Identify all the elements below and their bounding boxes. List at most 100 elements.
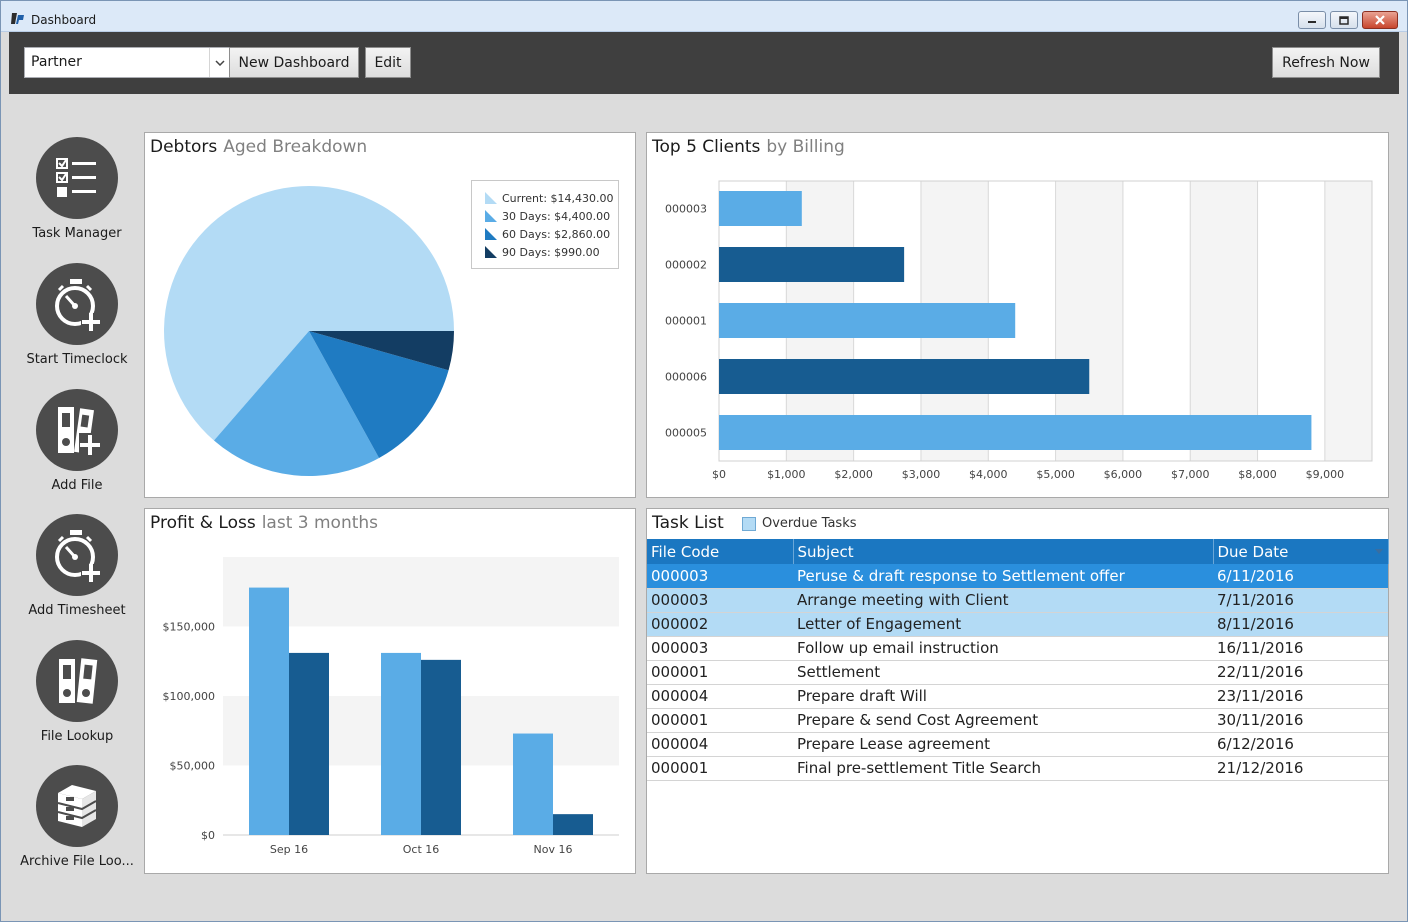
task-due-date: 6/12/2016 <box>1213 732 1388 757</box>
task-subject: Peruse & draft response to Settlement of… <box>793 564 1213 589</box>
pie-slice <box>309 331 454 371</box>
task-due-date: 23/11/2016 <box>1213 684 1388 709</box>
x-tick-label: Sep 16 <box>270 843 308 856</box>
client-bar <box>719 415 1312 450</box>
debtors-subtitle: Aged Breakdown <box>223 137 368 157</box>
pie-slice <box>163 185 454 441</box>
clients-subtitle: by Billing <box>766 137 845 157</box>
pnl-bar <box>513 733 553 835</box>
task-row[interactable]: 000001 Settlement 22/11/2016 <box>647 660 1388 685</box>
task-row[interactable]: 000003 Follow up email instruction 16/11/2… <box>647 636 1388 661</box>
binder-add-icon <box>36 389 118 471</box>
overdue-swatch <box>742 516 756 531</box>
legend-swatch <box>485 192 497 204</box>
pnl-bar <box>249 587 289 835</box>
y-tick-label: $150,000 <box>163 621 216 634</box>
task-list-icon <box>36 137 118 219</box>
x-tick-label: $5,000 <box>1036 468 1075 481</box>
x-tick-label: $4,000 <box>969 468 1008 481</box>
task-table-header: File Code Subject Due Date <box>647 539 1389 564</box>
client-bar <box>719 191 802 226</box>
refresh-now-button[interactable]: Refresh Now <box>1272 47 1380 78</box>
client-bar <box>719 303 1016 338</box>
top-clients-bar-chart: $0 $1,000 $2,000 $3,000 $4,000 $5,000 $6,000 $7… <box>665 180 1373 481</box>
pnl-title: Profit & Loss <box>150 513 256 533</box>
minimize-icon <box>1308 21 1316 23</box>
panel-title: Profit & Loss last 3 months <box>150 513 378 533</box>
y-tick-label: $100,000 <box>163 690 216 703</box>
task-row[interactable]: 000001 Prepare & send Cost Agreement 30/11… <box>647 708 1388 733</box>
minimize-button[interactable] <box>1298 11 1326 29</box>
sidebar-item-add-file[interactable]: Add File <box>9 389 145 493</box>
sidebar-item-file-lookup[interactable]: File Lookup <box>9 640 145 744</box>
stopwatch-add-icon <box>36 514 118 596</box>
clients-title: Top 5 Clients <box>652 137 761 157</box>
x-tick-label: Nov 16 <box>534 843 573 856</box>
y-tick-label: 000003 <box>665 203 707 216</box>
pie-slice <box>213 331 380 476</box>
sidebar-item-label: Start Timeclock <box>26 352 128 367</box>
pnl-bar <box>421 659 461 835</box>
column-header-due-date[interactable]: Due Date <box>1213 539 1389 564</box>
y-tick-label: 000001 <box>665 315 707 328</box>
debtors-pie-chart <box>163 185 454 476</box>
maximize-button[interactable] <box>1330 11 1358 29</box>
y-tick-label: $50,000 <box>170 760 216 773</box>
debtors-title: Debtors <box>150 137 218 157</box>
panel-title: Top 5 Clients by Billing <box>652 137 845 157</box>
sidebar-item-start-timeclock[interactable]: Start Timeclock <box>9 263 145 367</box>
debtors-legend: Current: $14,430.00 30 Days: $4,400.00 6… <box>471 180 619 269</box>
task-row[interactable]: 000004 Prepare draft Will 23/11/2016 <box>647 684 1388 709</box>
task-file-code: 000001 <box>647 660 793 685</box>
y-tick-label: 000002 <box>665 259 707 272</box>
task-due-date: 21/12/2016 <box>1213 756 1388 781</box>
task-file-code: 000004 <box>647 732 793 757</box>
sidebar-item-label: File Lookup <box>40 729 114 744</box>
close-button[interactable] <box>1362 11 1398 29</box>
task-subject: Final pre-settlement Title Search <box>793 756 1213 781</box>
task-row[interactable]: 000004 Prepare Lease agreement 6/12/2016 <box>647 732 1388 757</box>
quick-launch-sidebar: Task Manager Start Timeclock <box>9 94 137 914</box>
x-tick-label: $7,000 <box>1171 468 1210 481</box>
close-icon <box>1375 15 1385 25</box>
sidebar-item-label: Archive File Loo... <box>20 854 134 869</box>
legend-label: 30 Days: $4,400.00 <box>502 209 611 223</box>
archive-box-icon <box>36 765 118 847</box>
edit-button[interactable]: Edit <box>365 47 411 78</box>
top-clients-panel: Top 5 Clients by Billing $0 $1,000 $2,000 $3… <box>646 132 1389 498</box>
task-due-date: 22/11/2016 <box>1213 660 1388 685</box>
dashboard-select-value: Partner <box>31 54 82 70</box>
legend-label: 90 Days: $990.00 <box>502 245 600 259</box>
sidebar-item-task-manager[interactable]: Task Manager <box>9 137 145 241</box>
chevron-down-icon[interactable] <box>209 48 229 77</box>
column-header-subject[interactable]: Subject <box>793 539 1214 564</box>
task-row[interactable]: 000001 Final pre-settlement Title Search 2… <box>647 756 1388 781</box>
y-tick-label: $0 <box>201 829 215 842</box>
new-dashboard-button[interactable]: New Dashboard <box>229 47 359 78</box>
task-file-code: 000003 <box>647 588 793 613</box>
task-file-code: 000001 <box>647 756 793 781</box>
sidebar-item-add-timesheet[interactable]: Add Timesheet <box>9 514 145 618</box>
task-row[interactable]: 000003 Arrange meeting with Client 7/11/20… <box>647 588 1388 613</box>
task-row[interactable]: 000003 Peruse & draft response to Settlem… <box>647 564 1388 589</box>
x-tick-label: $3,000 <box>902 468 941 481</box>
task-due-date: 30/11/2016 <box>1213 708 1388 733</box>
task-subject: Arrange meeting with Client <box>793 588 1213 613</box>
sidebar-item-label: Add File <box>51 478 103 493</box>
pnl-bar <box>289 652 329 835</box>
grid-band <box>1055 181 1123 461</box>
overdue-legend-label: Overdue Tasks <box>762 516 857 531</box>
column-header-file-code[interactable]: File Code <box>647 539 794 564</box>
dashboard-select[interactable]: Partner <box>24 47 230 78</box>
sidebar-item-archive-file-lookup[interactable]: Archive File Loo... <box>9 765 145 869</box>
task-file-code: 000004 <box>647 684 793 709</box>
stopwatch-add-icon <box>36 263 118 345</box>
client-bar <box>719 359 1090 394</box>
task-file-code: 000003 <box>647 564 793 589</box>
legend-label: Current: $14,430.00 <box>502 191 614 205</box>
grid-band <box>1190 181 1258 461</box>
x-tick-label: $2,000 <box>834 468 873 481</box>
legend-swatch <box>485 246 497 258</box>
y-tick-label: 000006 <box>665 371 707 384</box>
task-row[interactable]: 000002 Letter of Engagement 8/11/2016 <box>647 612 1388 637</box>
